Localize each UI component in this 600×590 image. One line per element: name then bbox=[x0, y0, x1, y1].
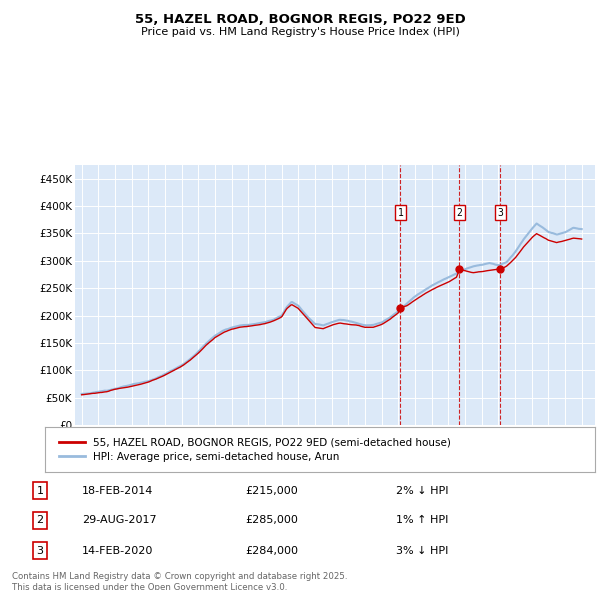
Text: 14-FEB-2020: 14-FEB-2020 bbox=[82, 546, 153, 556]
Text: Price paid vs. HM Land Registry's House Price Index (HPI): Price paid vs. HM Land Registry's House … bbox=[140, 27, 460, 37]
Text: 1: 1 bbox=[397, 208, 403, 218]
Text: 1% ↑ HPI: 1% ↑ HPI bbox=[396, 515, 448, 525]
Text: £284,000: £284,000 bbox=[245, 546, 298, 556]
Text: 55, HAZEL ROAD, BOGNOR REGIS, PO22 9ED: 55, HAZEL ROAD, BOGNOR REGIS, PO22 9ED bbox=[134, 13, 466, 26]
Text: 3: 3 bbox=[497, 208, 503, 218]
Text: 2% ↓ HPI: 2% ↓ HPI bbox=[396, 486, 449, 496]
Text: 3: 3 bbox=[37, 546, 43, 556]
Legend: 55, HAZEL ROAD, BOGNOR REGIS, PO22 9ED (semi-detached house), HPI: Average price: 55, HAZEL ROAD, BOGNOR REGIS, PO22 9ED (… bbox=[56, 434, 454, 465]
Text: 29-AUG-2017: 29-AUG-2017 bbox=[82, 515, 157, 525]
Text: £215,000: £215,000 bbox=[245, 486, 298, 496]
Text: Contains HM Land Registry data © Crown copyright and database right 2025.
This d: Contains HM Land Registry data © Crown c… bbox=[12, 572, 347, 590]
Text: 1: 1 bbox=[37, 486, 43, 496]
Text: 2: 2 bbox=[37, 515, 43, 525]
Text: 18-FEB-2014: 18-FEB-2014 bbox=[82, 486, 153, 496]
Text: 3% ↓ HPI: 3% ↓ HPI bbox=[396, 546, 448, 556]
Text: £285,000: £285,000 bbox=[245, 515, 298, 525]
Text: 2: 2 bbox=[457, 208, 462, 218]
